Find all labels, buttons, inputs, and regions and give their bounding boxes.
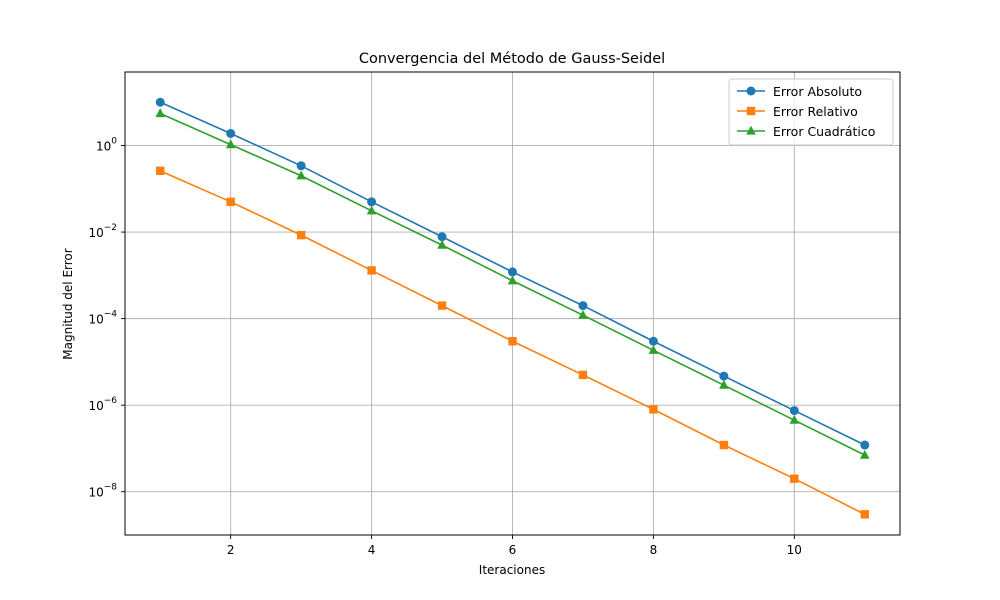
data-point [789,406,799,416]
x-tick-label: 2 [227,543,235,557]
data-point [860,510,869,519]
legend-item: Error Cuadrático [737,124,875,139]
data-point [719,379,729,389]
data-point [790,474,799,483]
data-point [649,405,658,414]
y-tick-base: 10 [88,226,103,240]
x-tick-label: 4 [368,543,376,557]
y-tick-base: 10 [96,140,111,154]
y-tick-label: 10−8 [88,483,117,500]
data-point [507,275,518,285]
data-point [225,139,236,149]
y-axis-label: Magnitud del Error [61,248,75,359]
y-tick-exponent: −2 [104,223,117,233]
data-point [156,166,165,176]
y-tick-base: 10 [88,313,103,327]
y-tick-exponent: 0 [111,137,117,147]
data-point [648,336,658,346]
data-point [226,128,236,138]
x-axis-label: Iteraciones [479,563,545,577]
y-tick-base: 10 [88,399,103,413]
data-point [719,371,729,381]
legend-marker [746,86,756,96]
legend-marker [746,125,756,135]
y-tick-exponent: −6 [104,396,118,406]
data-point [437,301,447,310]
series-layer [155,97,870,519]
y-tick-label: 10−6 [88,396,117,413]
x-axis: 2 4 6 8 10 [227,535,802,557]
series-3 [155,108,870,459]
data-point [296,230,306,240]
legend-box [728,78,894,146]
y-tick-base: 10 [88,486,103,500]
legend-item: Error Relativo [737,104,858,119]
data-point [296,161,306,171]
series-2 [156,166,869,519]
series-1 [155,97,870,450]
legend-label: Error Relativo [773,104,858,119]
data-point [155,97,165,107]
data-point [719,440,729,450]
data-point [578,301,588,311]
legend-marker [746,106,756,116]
chart-title: Convergencia del Método de Gauss-Seidel [359,51,665,67]
x-tick-label: 6 [509,543,517,557]
grid [125,72,900,535]
data-point [648,345,659,354]
data-point [508,337,517,346]
y-tick-label: 100 [96,137,117,154]
y-tick-exponent: −4 [104,310,118,320]
data-point [226,197,235,207]
legend-label: Error Cuadrático [773,124,875,139]
data-point [367,266,376,275]
data-point [578,370,588,380]
legend: Error Absoluto Error Relativo Error Cuadrá… [728,78,894,146]
legend-label: Error Absoluto [773,84,862,99]
data-point [859,449,870,459]
data-point [366,205,377,215]
x-tick-label: 10 [787,543,802,557]
data-point [437,232,447,242]
data-point [367,197,377,207]
data-point [578,309,588,319]
y-tick-label: 10−4 [88,310,117,327]
x-tick-label: 8 [650,543,658,557]
data-point [296,170,306,180]
data-point [508,267,517,277]
data-point [437,239,447,249]
y-tick-exponent: −8 [104,483,118,493]
y-tick-label: 10−2 [88,223,117,240]
data-point [789,414,800,424]
legend-item: Error Absoluto [737,84,862,99]
data-point [860,440,870,450]
data-point [155,108,166,118]
